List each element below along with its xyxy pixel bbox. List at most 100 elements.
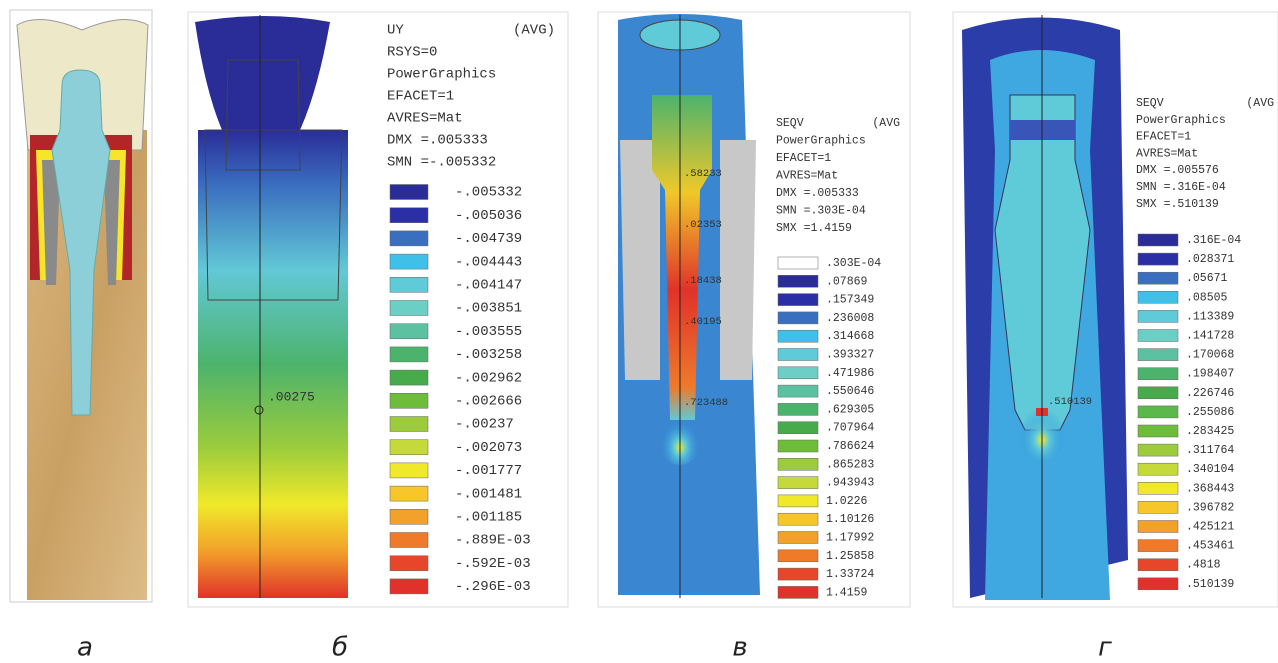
legend-swatch bbox=[778, 458, 818, 470]
legend-value: .393327 bbox=[826, 349, 874, 362]
legend-swatch bbox=[778, 422, 818, 434]
panel-a-model bbox=[10, 10, 152, 602]
legend-swatch bbox=[390, 277, 428, 292]
legend-value: .707964 bbox=[826, 422, 874, 435]
model-annotation: .02353 bbox=[684, 219, 722, 231]
legend-swatch bbox=[778, 532, 818, 544]
model-annotation: .18438 bbox=[684, 275, 722, 287]
legend-swatch bbox=[390, 556, 428, 571]
legend-value: .226746 bbox=[1186, 387, 1234, 400]
legend-header: PowerGraphics bbox=[1136, 114, 1226, 127]
legend-swatch bbox=[1138, 406, 1178, 418]
model-annotation: .510139 bbox=[1048, 396, 1092, 408]
legend-header: EFACET=1 bbox=[387, 89, 454, 105]
legend-title: UY bbox=[387, 23, 404, 39]
legend-swatch bbox=[778, 403, 818, 415]
legend-value: -.002962 bbox=[455, 370, 522, 386]
legend-swatch bbox=[778, 495, 818, 507]
legend-swatch bbox=[1138, 482, 1178, 494]
legend-swatch bbox=[1138, 234, 1178, 246]
legend-swatch bbox=[390, 301, 428, 316]
legend-swatch bbox=[1138, 387, 1178, 399]
legend-header: AVRES=Mat bbox=[387, 111, 463, 127]
legend-value: .340104 bbox=[1186, 463, 1234, 476]
legend-value: .865283 bbox=[826, 458, 874, 471]
legend-value: .157349 bbox=[826, 294, 874, 307]
legend-header: PowerGraphics bbox=[776, 135, 866, 148]
legend-swatch bbox=[390, 509, 428, 524]
legend-swatch bbox=[778, 440, 818, 452]
legend-value: -.003851 bbox=[455, 301, 522, 317]
legend-header: EFACET=1 bbox=[776, 152, 831, 165]
legend-value: 1.33724 bbox=[826, 568, 874, 581]
legend-swatch bbox=[1138, 501, 1178, 513]
legend-title: SEQV bbox=[1136, 97, 1164, 110]
legend-value: .396782 bbox=[1186, 501, 1234, 514]
legend-value: 1.0226 bbox=[826, 495, 868, 508]
legend-value: .453461 bbox=[1186, 540, 1234, 553]
legend-swatch bbox=[778, 586, 818, 598]
legend-swatch bbox=[390, 231, 428, 246]
legend-value: -.003258 bbox=[455, 347, 522, 363]
panel-label: а bbox=[77, 633, 93, 663]
legend-swatch bbox=[778, 550, 818, 562]
legend-header: DMX =.005576 bbox=[1136, 164, 1219, 177]
legend-value: .4818 bbox=[1186, 559, 1221, 572]
legend-swatch bbox=[390, 533, 428, 548]
legend-value: -.003555 bbox=[455, 324, 522, 340]
legend-value: .255086 bbox=[1186, 406, 1234, 419]
legend-value: .028371 bbox=[1186, 253, 1234, 266]
legend-value: .943943 bbox=[826, 477, 874, 490]
figure: абUY(AVG)RSYS=0PowerGraphicsEFACET=1AVRE… bbox=[0, 0, 1278, 663]
legend-header: DMX =.005333 bbox=[387, 133, 488, 149]
legend-swatch bbox=[390, 486, 428, 501]
legend-swatch bbox=[390, 208, 428, 223]
legend-header: DMX =.005333 bbox=[776, 187, 859, 200]
legend-swatch bbox=[1138, 425, 1178, 437]
legend-swatch bbox=[1138, 253, 1178, 265]
legend-value: .141728 bbox=[1186, 330, 1234, 343]
legend-swatch bbox=[778, 513, 818, 525]
legend-swatch bbox=[1138, 272, 1178, 284]
legend-value: -.002666 bbox=[455, 394, 522, 410]
legend-swatch bbox=[1138, 444, 1178, 456]
legend-value: .170068 bbox=[1186, 349, 1234, 362]
legend-value: -.592E-03 bbox=[455, 556, 531, 572]
legend-header: AVRES=Mat bbox=[776, 170, 838, 183]
legend-swatch bbox=[390, 324, 428, 339]
legend-swatch bbox=[778, 367, 818, 379]
legend-value: .316E-04 bbox=[1186, 234, 1241, 247]
legend-value: .368443 bbox=[1186, 482, 1234, 495]
legend-swatch bbox=[390, 417, 428, 432]
legend-swatch bbox=[390, 185, 428, 200]
legend-value: -.889E-03 bbox=[455, 533, 531, 549]
legend-swatch bbox=[778, 477, 818, 489]
legend-value: .07869 bbox=[826, 275, 868, 288]
legend-value: .236008 bbox=[826, 312, 874, 325]
panel-label: б bbox=[332, 633, 348, 663]
legend-swatch bbox=[390, 370, 428, 385]
panel-label: г bbox=[1098, 633, 1112, 663]
legend-value: .510139 bbox=[1186, 578, 1234, 591]
legend-swatch bbox=[390, 393, 428, 408]
legend-swatch bbox=[778, 257, 818, 269]
legend-header: SMN =.316E-04 bbox=[1136, 181, 1226, 194]
legend-swatch bbox=[1138, 291, 1178, 303]
model-annotation: .40195 bbox=[684, 316, 722, 328]
legend-swatch bbox=[778, 275, 818, 287]
model-annotation: .723488 bbox=[684, 397, 728, 409]
legend-value: -.004443 bbox=[455, 254, 522, 270]
legend-swatch bbox=[1138, 463, 1178, 475]
legend-value: -.002073 bbox=[455, 440, 522, 456]
legend-value: -.005332 bbox=[455, 185, 522, 201]
legend-header: SMX =1.4159 bbox=[776, 222, 852, 235]
legend-swatch bbox=[778, 312, 818, 324]
legend-value: 1.10126 bbox=[826, 513, 874, 526]
legend-avg: (AVG) bbox=[513, 23, 555, 39]
model-annotation: .00275 bbox=[268, 389, 315, 404]
legend-swatch bbox=[1138, 578, 1178, 590]
legend-swatch bbox=[778, 349, 818, 361]
legend-swatch bbox=[778, 330, 818, 342]
panel-label: в bbox=[732, 633, 747, 663]
legend-value: .283425 bbox=[1186, 425, 1234, 438]
